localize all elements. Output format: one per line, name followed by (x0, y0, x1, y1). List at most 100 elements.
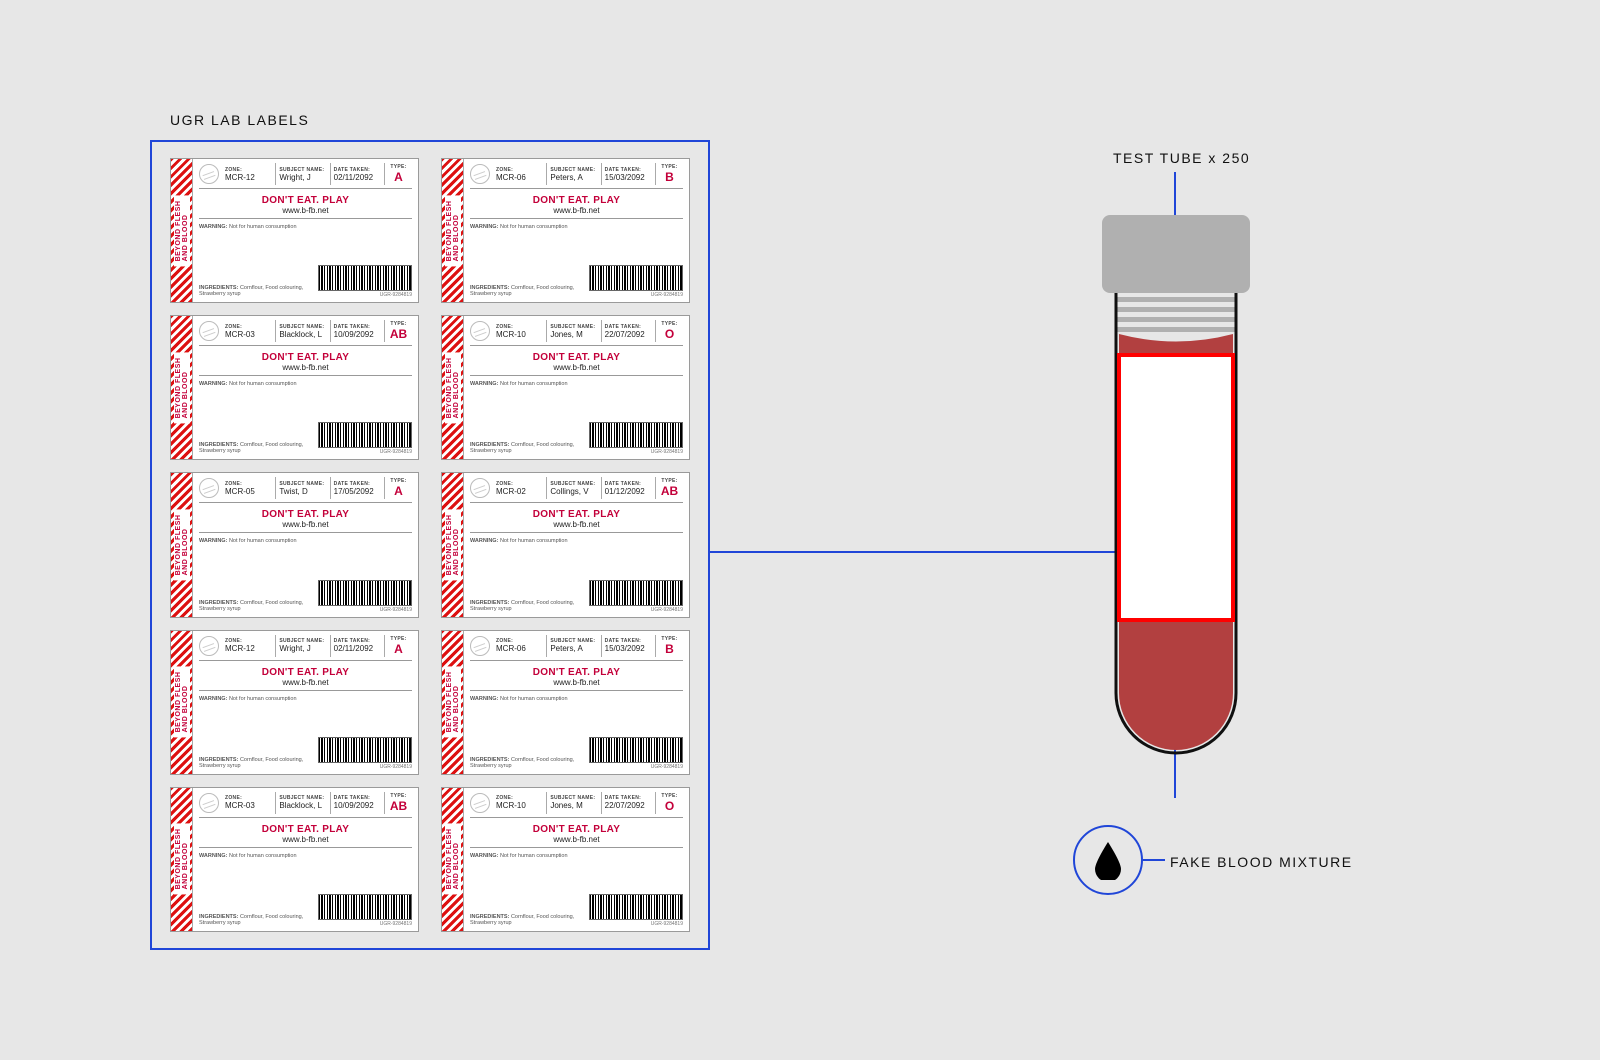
heading-lab-labels: UGR LAB LABELS (170, 112, 309, 128)
blood-type-field: TYPE:A (384, 477, 412, 499)
logo-icon (470, 793, 490, 813)
label-main: DON'T EAT. PLAY www.b-fb.net (199, 664, 412, 691)
date-taken-field: DATE TAKEN:02/11/2092 (330, 163, 384, 185)
ingredients-text: INGREDIENTS: Cornflour, Food colouring, … (199, 757, 312, 769)
barcode-number: UGR-9284819 (380, 449, 412, 455)
ingredients-text: INGREDIENTS: Cornflour, Food colouring, … (470, 442, 583, 454)
zone-field: ZONE:MCR-06 (493, 635, 546, 657)
label-header-row: ZONE:MCR-02 SUBJECT NAME:Collings, V DAT… (470, 477, 683, 503)
blood-type-field: TYPE:O (655, 320, 683, 342)
logo-icon (199, 636, 219, 656)
label-main: DON'T EAT. PLAY www.b-fb.net (470, 349, 683, 376)
slogan-text: DON'T EAT. PLAY (470, 667, 683, 678)
label-stripe: BEYOND FLESH AND BLOOD (442, 473, 464, 616)
url-text: www.b-fb.net (470, 206, 683, 215)
barcode-icon (318, 580, 412, 606)
barcode-icon (589, 422, 683, 448)
warning-text: WARNING: Not for human consumption (199, 224, 312, 230)
lab-label: BEYOND FLESH AND BLOOD ZONE:MCR-06 SUBJE… (441, 630, 690, 775)
label-brand-text: BEYOND FLESH AND BLOOD (445, 352, 461, 423)
ingredients-text: INGREDIENTS: Cornflour, Food colouring, … (199, 442, 312, 454)
label-stripe: BEYOND FLESH AND BLOOD (442, 631, 464, 774)
label-sheet: BEYOND FLESH AND BLOOD ZONE:MCR-12 SUBJE… (150, 140, 710, 950)
logo-icon (470, 164, 490, 184)
blood-type-field: TYPE:B (655, 163, 683, 185)
barcode-number: UGR-9284819 (651, 921, 683, 927)
zone-field: ZONE:MCR-10 (493, 320, 546, 342)
ingredients-text: INGREDIENTS: Cornflour, Food colouring, … (199, 600, 312, 612)
subject-name-field: SUBJECT NAME:Blacklock, L (275, 792, 329, 814)
warning-text: WARNING: Not for human consumption (470, 696, 583, 702)
zone-field: ZONE:MCR-06 (493, 163, 546, 185)
lab-label: BEYOND FLESH AND BLOOD ZONE:MCR-10 SUBJE… (441, 315, 690, 460)
slogan-text: DON'T EAT. PLAY (199, 824, 412, 835)
subject-name-field: SUBJECT NAME:Jones, M (546, 792, 600, 814)
url-text: www.b-fb.net (199, 206, 412, 215)
label-main: DON'T EAT. PLAY www.b-fb.net (470, 506, 683, 533)
barcode-number: UGR-9284819 (651, 292, 683, 298)
blood-type-field: TYPE:AB (655, 477, 683, 499)
label-brand-text: BEYOND FLESH AND BLOOD (445, 667, 461, 738)
logo-icon (199, 478, 219, 498)
warning-text: WARNING: Not for human consumption (470, 224, 583, 230)
label-stripe: BEYOND FLESH AND BLOOD (171, 316, 193, 459)
label-stripe: BEYOND FLESH AND BLOOD (171, 631, 193, 774)
blood-type-field: TYPE:AB (384, 792, 412, 814)
url-text: www.b-fb.net (199, 678, 412, 687)
subject-name-field: SUBJECT NAME:Jones, M (546, 320, 600, 342)
warning-text: WARNING: Not for human consumption (199, 538, 312, 544)
subject-name-field: SUBJECT NAME:Wright, J (275, 635, 329, 657)
label-stripe: BEYOND FLESH AND BLOOD (171, 788, 193, 931)
url-text: www.b-fb.net (470, 520, 683, 529)
lab-label: BEYOND FLESH AND BLOOD ZONE:MCR-10 SUBJE… (441, 787, 690, 932)
label-brand-text: BEYOND FLESH AND BLOOD (174, 824, 190, 895)
slogan-text: DON'T EAT. PLAY (470, 352, 683, 363)
heading-test-tube: TEST TUBE x 250 (1113, 150, 1250, 166)
warning-text: WARNING: Not for human consumption (470, 853, 583, 859)
barcode-number: UGR-9284819 (380, 292, 412, 298)
date-taken-field: DATE TAKEN:10/09/2092 (330, 320, 384, 342)
logo-icon (199, 793, 219, 813)
url-text: www.b-fb.net (199, 363, 412, 372)
ingredients-text: INGREDIENTS: Cornflour, Food colouring, … (470, 757, 583, 769)
date-taken-field: DATE TAKEN:15/03/2092 (601, 635, 655, 657)
date-taken-field: DATE TAKEN:10/09/2092 (330, 792, 384, 814)
barcode-number: UGR-9284819 (380, 764, 412, 770)
slogan-text: DON'T EAT. PLAY (199, 195, 412, 206)
lab-label: BEYOND FLESH AND BLOOD ZONE:MCR-06 SUBJE… (441, 158, 690, 303)
blood-type-field: TYPE:B (655, 635, 683, 657)
barcode-number: UGR-9284819 (651, 449, 683, 455)
lab-label: BEYOND FLESH AND BLOOD ZONE:MCR-02 SUBJE… (441, 472, 690, 617)
warning-text: WARNING: Not for human consumption (199, 696, 312, 702)
blood-type-field: TYPE:A (384, 635, 412, 657)
url-text: www.b-fb.net (470, 678, 683, 687)
label-main: DON'T EAT. PLAY www.b-fb.net (199, 192, 412, 219)
subject-name-field: SUBJECT NAME:Blacklock, L (275, 320, 329, 342)
subject-name-field: SUBJECT NAME:Peters, A (546, 635, 600, 657)
label-brand-text: BEYOND FLESH AND BLOOD (445, 824, 461, 895)
date-taken-field: DATE TAKEN:02/11/2092 (330, 635, 384, 657)
zone-field: ZONE:MCR-12 (222, 163, 275, 185)
barcode-icon (589, 737, 683, 763)
label-header-row: ZONE:MCR-10 SUBJECT NAME:Jones, M DATE T… (470, 320, 683, 346)
drop-icon (1093, 840, 1123, 880)
lab-label: BEYOND FLESH AND BLOOD ZONE:MCR-12 SUBJE… (170, 630, 419, 775)
lab-label: BEYOND FLESH AND BLOOD ZONE:MCR-12 SUBJE… (170, 158, 419, 303)
label-main: DON'T EAT. PLAY www.b-fb.net (199, 349, 412, 376)
slogan-text: DON'T EAT. PLAY (199, 509, 412, 520)
label-brand-text: BEYOND FLESH AND BLOOD (174, 667, 190, 738)
warning-text: WARNING: Not for human consumption (470, 381, 583, 387)
label-brand-text: BEYOND FLESH AND BLOOD (174, 352, 190, 423)
warning-text: WARNING: Not for human consumption (199, 853, 312, 859)
barcode-number: UGR-9284819 (651, 607, 683, 613)
barcode-number: UGR-9284819 (380, 921, 412, 927)
blood-drop-circle (1073, 825, 1143, 895)
logo-icon (470, 636, 490, 656)
barcode-icon (318, 737, 412, 763)
slogan-text: DON'T EAT. PLAY (199, 352, 412, 363)
slogan-text: DON'T EAT. PLAY (470, 195, 683, 206)
blood-type-field: TYPE:A (384, 163, 412, 185)
label-main: DON'T EAT. PLAY www.b-fb.net (470, 664, 683, 691)
slogan-text: DON'T EAT. PLAY (470, 824, 683, 835)
logo-icon (199, 164, 219, 184)
